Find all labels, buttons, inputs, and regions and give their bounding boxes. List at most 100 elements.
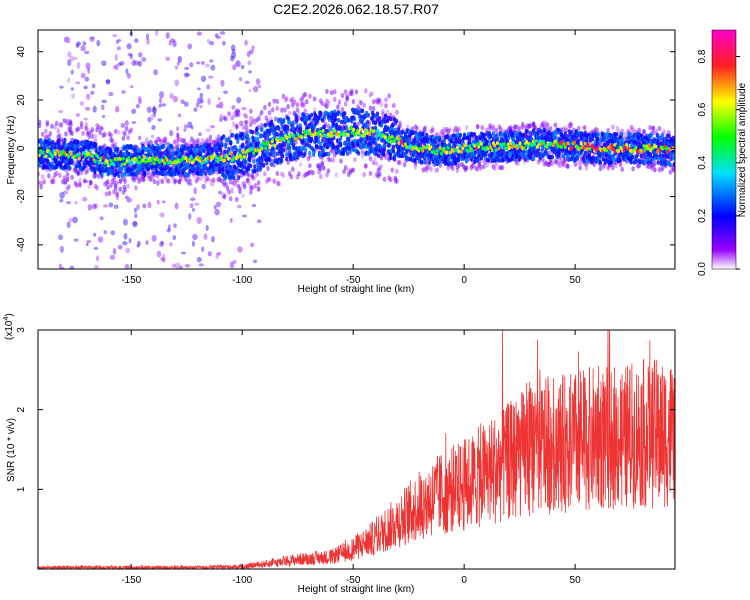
heatmap-cell (103, 131, 107, 138)
heatmap-cell (211, 177, 216, 183)
heatmap-cell (117, 173, 121, 179)
heatmap-cell (169, 93, 175, 99)
heatmap-cell (304, 121, 308, 126)
heatmap-cell (583, 150, 587, 156)
heatmap-cell (196, 143, 200, 149)
heatmap-cell (59, 198, 64, 203)
heatmap-cell (59, 191, 65, 199)
heatmap-cell (314, 113, 318, 118)
heatmap-cell (642, 129, 646, 135)
heatmap-cell (51, 176, 56, 182)
heatmap-cell (256, 219, 262, 224)
heatmap-cell (190, 144, 194, 149)
heatmap-cell (331, 157, 335, 163)
heatmap-cell (259, 134, 263, 139)
heatmap-cell (102, 204, 109, 208)
heatmap-cell (517, 125, 522, 131)
heatmap-cell (232, 64, 237, 71)
heatmap-cell (211, 148, 215, 154)
heatmap-cell (180, 99, 185, 105)
heatmap-cell (185, 73, 190, 77)
heatmap-cell (260, 126, 264, 132)
heatmap-cell (39, 140, 43, 146)
heatmap-cell (115, 180, 120, 186)
heatmap-cell (121, 135, 126, 141)
heatmap-cell (275, 170, 280, 177)
heatmap-cell (183, 72, 190, 78)
heatmap-cell (368, 156, 373, 162)
heatmap-cell (58, 263, 62, 269)
heatmap-cell (75, 182, 79, 188)
heatmap-cell (64, 131, 68, 137)
heatmap-cell (215, 253, 220, 259)
heatmap-cell (576, 125, 581, 131)
heatmap-cell (611, 165, 615, 171)
heatmap-cell (326, 168, 331, 174)
heatmap-cell (247, 60, 252, 66)
heatmap-cell (176, 147, 180, 152)
heatmap-cell (250, 242, 255, 248)
heatmap-cell (265, 160, 269, 166)
heatmap-cell (569, 123, 573, 129)
heatmap-cell (142, 203, 147, 209)
heatmap-cell (398, 160, 402, 166)
heatmap-cell (491, 126, 496, 132)
heatmap-cell (249, 121, 253, 128)
heatmap-cell (465, 165, 469, 171)
heatmap-cell (216, 252, 222, 256)
heatmap-cell (59, 163, 63, 168)
heatmap-cell (54, 170, 59, 176)
heatmap-cell (653, 161, 657, 167)
heatmap-cell (241, 106, 247, 111)
heatmap-cell (272, 98, 276, 104)
heatmap-cell (242, 170, 246, 176)
heatmap-cell (402, 162, 407, 168)
heatmap-cell (151, 113, 155, 121)
heatmap-cell (74, 200, 78, 205)
heatmap-cell (85, 62, 91, 70)
heatmap-cell (131, 108, 137, 114)
heatmap-cell (89, 37, 95, 43)
heatmap-cell (520, 124, 525, 130)
heatmap-cell (596, 131, 600, 137)
heatmap-cell (58, 234, 63, 241)
heatmap-cell (282, 148, 286, 153)
heatmap-cell (177, 113, 182, 118)
heatmap-cell (244, 80, 250, 85)
heatmap-cell (138, 135, 142, 141)
heatmap-cell (200, 137, 205, 144)
heatmap-cell (126, 72, 131, 79)
heatmap-cell (195, 148, 199, 153)
heatmap-cell (394, 118, 399, 124)
heatmap-cell (268, 157, 272, 163)
heatmap-cell (550, 154, 554, 160)
heatmap-cell (78, 182, 82, 188)
heatmap-cell (374, 160, 379, 166)
heatmap-cell (291, 120, 295, 126)
heatmap-cell (464, 158, 469, 163)
heatmap-cell (235, 148, 239, 153)
heatmap-cell (109, 254, 115, 260)
heatmap-cell (264, 122, 268, 128)
heatmap-cell (578, 165, 583, 171)
heatmap-cell (146, 106, 152, 114)
heatmap-cell (244, 113, 248, 119)
heatmap-cell (57, 172, 62, 178)
heatmap-cell (224, 116, 228, 122)
heatmap-cell (234, 108, 239, 116)
heatmap-cell (179, 265, 183, 269)
heatmap-cell (326, 144, 330, 150)
heatmap-cell (123, 178, 127, 185)
heatmap-cell (320, 160, 325, 166)
heatmap-cell (177, 55, 183, 63)
heatmap-cell (185, 152, 189, 158)
heatmap-cell (260, 158, 264, 164)
heatmap-cell (141, 149, 145, 155)
heatmap-cell (95, 185, 99, 191)
heatmap-cell (598, 160, 602, 165)
heatmap-cell (388, 177, 393, 183)
heatmap-cell (230, 52, 237, 59)
heatmap-cell (304, 137, 308, 143)
heatmap-cell (668, 169, 673, 175)
